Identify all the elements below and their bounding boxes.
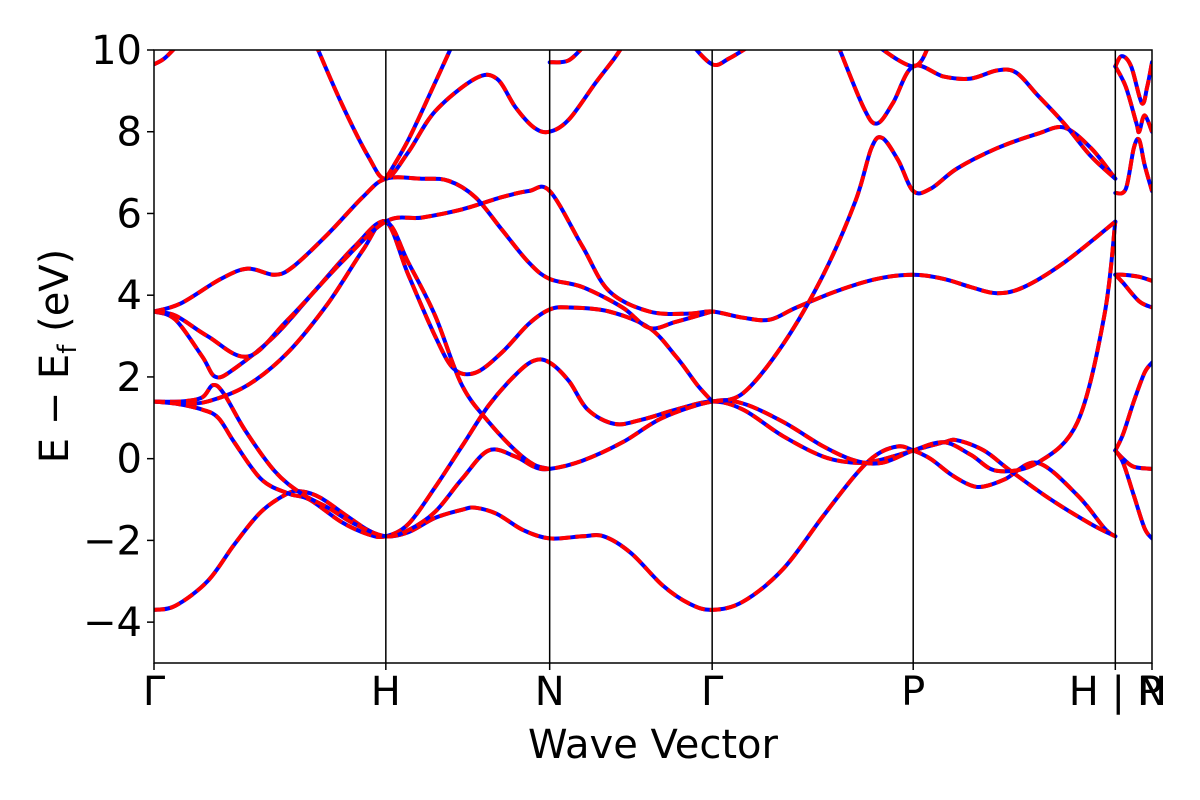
band-line-blue-15 — [1113, 360, 1152, 453]
y-tick-label-1: −2 — [83, 518, 142, 564]
x-tick-label-0: Γ — [143, 669, 166, 715]
x-tick-label-4: P — [901, 669, 925, 715]
band-line-red-8 — [384, 50, 453, 180]
band-line-blue-6 — [154, 184, 1118, 359]
y-tick-label-6: 8 — [117, 110, 142, 156]
x-tick-label-1: H — [371, 669, 401, 715]
band-line-red-6 — [154, 184, 1117, 359]
band-line-red-0 — [154, 444, 1117, 612]
band-line-blue-1 — [154, 357, 1118, 540]
band-line-blue-17 — [1113, 448, 1152, 541]
band-line-red-5 — [154, 175, 713, 331]
band-line-red-21 — [549, 50, 584, 65]
band-line-red-14 — [1113, 273, 1152, 310]
band-line-red-11 — [879, 50, 929, 69]
band-line-red-1 — [154, 357, 1117, 540]
x-axis-label: Wave Vector — [528, 722, 779, 768]
x-tick-label-2: N — [535, 669, 565, 715]
band-line-red-15 — [1113, 361, 1152, 452]
band-line-red-4 — [154, 219, 551, 471]
x-tick-label-3: Γ — [701, 669, 724, 715]
band-line-red-12 — [1114, 136, 1152, 196]
y-tick-label-5: 6 — [117, 191, 142, 237]
y-axis-label-main: E − E — [32, 354, 78, 464]
y-axis-label: E − Ef (eV) — [32, 249, 83, 464]
y-tick-label-2: 0 — [117, 437, 142, 483]
x-tick-label-6: N — [1137, 669, 1167, 715]
band-line-red-18 — [1113, 65, 1152, 135]
band-line-red-13 — [1115, 272, 1152, 283]
y-axis-label-unit: (eV) — [32, 249, 78, 345]
y-tick-label-4: 4 — [117, 273, 142, 319]
band-line-red-17 — [1113, 449, 1152, 540]
band-line-red-9 — [711, 125, 1117, 404]
band-lines — [154, 50, 1152, 612]
plot-frame — [153, 49, 1153, 664]
y-tick-label-3: 2 — [117, 355, 142, 401]
band-line-blue-4 — [154, 219, 552, 471]
y-tick-label-0: −4 — [83, 600, 142, 646]
y-axis-label-subscript: f — [53, 344, 83, 354]
band-line-red-22 — [693, 50, 748, 68]
band-line-red-2 — [154, 221, 1118, 539]
band-line-blue-22 — [693, 50, 748, 68]
band-line-red-19 — [1113, 54, 1152, 106]
band-line-red-10 — [837, 50, 1117, 181]
high-symmetry-lines — [385, 50, 1117, 663]
band-line-blue-7 — [315, 50, 623, 181]
y-axis-ticks: −4 −2 0 2 4 6 8 10 — [83, 28, 154, 646]
band-line-red-20 — [154, 50, 176, 67]
band-line-red-7 — [315, 50, 623, 181]
x-tick-label-5: H | P — [1069, 669, 1162, 715]
y-tick-label-7: 10 — [91, 28, 142, 74]
band-line-blue-0 — [154, 444, 1118, 612]
